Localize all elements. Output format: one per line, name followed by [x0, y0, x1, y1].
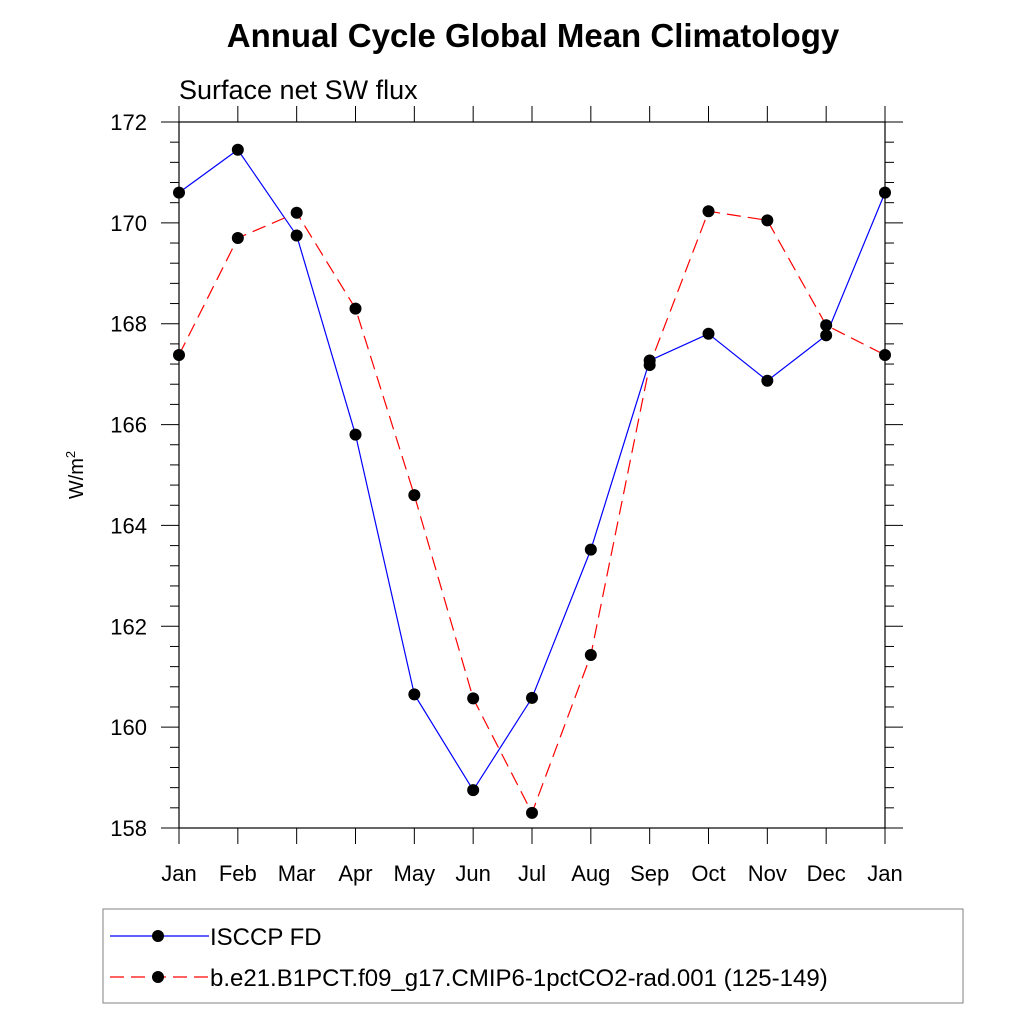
y-tick-label: 172 — [110, 110, 147, 135]
y-tick-label: 162 — [110, 614, 147, 639]
x-tick-label: Sep — [630, 861, 669, 886]
series-layer — [173, 143, 891, 819]
series-0-point — [408, 688, 421, 701]
series-1-point — [349, 302, 362, 315]
x-tick-label: Apr — [338, 861, 372, 886]
plot-frame — [178, 121, 886, 829]
legend-box — [102, 908, 964, 1004]
legend-marker-isccp — [152, 930, 164, 942]
x-tick-label: Jan — [161, 861, 196, 886]
legend-label-isccp: ISCCP FD — [210, 924, 322, 951]
y-axis-label: W/m2 — [63, 451, 88, 499]
y-tick-label: 170 — [110, 211, 147, 236]
x-tick-label: Jul — [518, 861, 546, 886]
series-1-point — [761, 214, 774, 227]
series-0-point — [820, 329, 833, 342]
series-0-point — [761, 374, 774, 387]
legend: ISCCP FD b.e21.B1PCT.f09_g17.CMIP6-1pctC… — [102, 908, 964, 1004]
series-1-point — [408, 489, 421, 502]
series-1-point — [467, 692, 480, 705]
series-0-point — [702, 327, 715, 340]
chart-title: Annual Cycle Global Mean Climatology — [227, 17, 840, 54]
series-0-point — [349, 428, 362, 441]
x-tick-label: Dec — [807, 861, 846, 886]
series-1-point — [643, 359, 656, 372]
series-0-point — [173, 186, 185, 199]
x-tick-label: Nov — [748, 861, 787, 886]
series-line-1 — [178, 210, 886, 815]
y-tick-label: 158 — [110, 816, 147, 841]
series-1-point — [526, 806, 538, 819]
x-tick-label: May — [394, 861, 436, 886]
series-1-point — [231, 231, 244, 244]
x-tick-label: Jun — [455, 861, 490, 886]
x-tick-label: Aug — [571, 861, 610, 886]
legend-label-model: b.e21.B1PCT.f09_g17.CMIP6-1pctCO2-rad.00… — [210, 965, 828, 992]
series-0-point — [879, 186, 891, 199]
y-axis: 158 160 162 164 166 168 170 172 — [110, 110, 903, 841]
series-0-point — [526, 691, 538, 704]
series-1-point — [584, 649, 597, 662]
x-tick-label: Feb — [219, 861, 257, 886]
x-tick-label: Oct — [691, 861, 725, 886]
y-tick-label: 166 — [110, 413, 147, 438]
y-tick-label: 160 — [110, 715, 147, 740]
series-1-point — [173, 348, 185, 361]
x-tick-label: Jan — [867, 861, 902, 886]
y-tick-label: 168 — [110, 312, 147, 337]
series-0-point — [231, 143, 244, 156]
series-1-point — [820, 319, 833, 332]
x-tick-label: Mar — [278, 861, 316, 886]
series-0-point — [290, 229, 303, 242]
series-0-point — [584, 543, 597, 556]
legend-marker-model — [152, 971, 164, 983]
chart-subtitle: Surface net SW flux — [179, 75, 418, 105]
series-1-point — [879, 348, 891, 361]
series-0-point — [467, 784, 480, 797]
series-1-point — [702, 205, 715, 218]
y-tick-label: 164 — [110, 513, 147, 538]
x-axis: Jan Feb Mar Apr May Jun Jul Aug Sep Oct Nov Dec Jan — [161, 106, 903, 886]
series-1-point — [290, 206, 303, 219]
plot-border — [178, 121, 886, 829]
